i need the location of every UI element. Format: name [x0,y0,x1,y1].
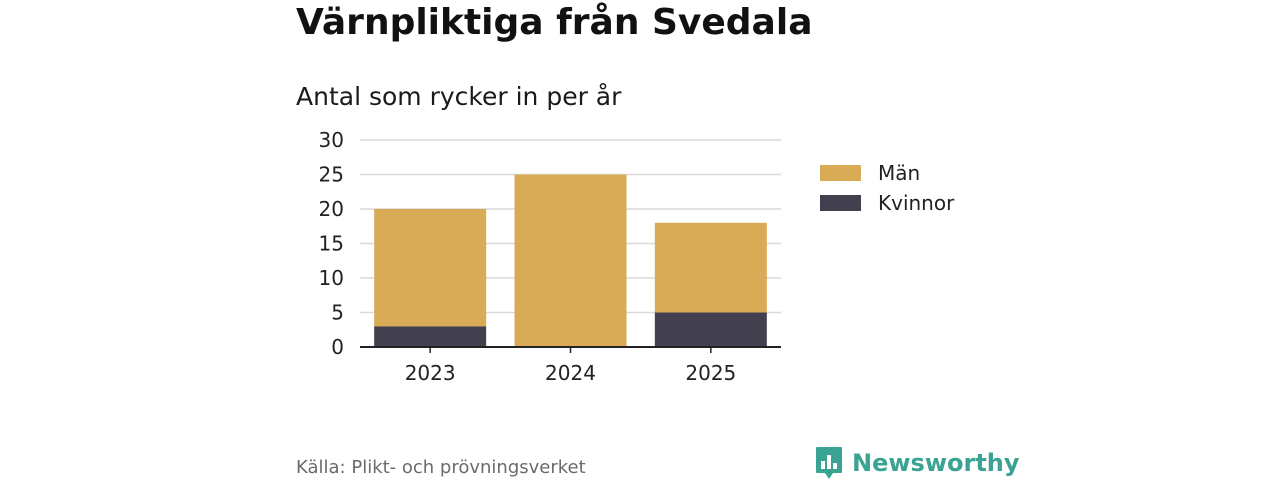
bar-men-2025 [654,222,767,313]
bar-chart-icon [816,447,842,479]
legend-item-women: Kvinnor [820,188,954,218]
y-tick-label: 10 [319,266,344,290]
legend-item-men: Män [820,158,954,188]
chart-subtitle: Antal som rycker in per år [296,82,622,111]
legend: Män Kvinnor [820,158,954,218]
brand-name: Newsworthy [852,449,1020,477]
chart-title: Värnpliktiga från Svedala [296,2,813,43]
source-note: Källa: Plikt- och prövningsverket [296,457,586,478]
x-tick-label: 2024 [545,361,596,385]
legend-swatch-women [820,195,861,211]
y-tick-label: 5 [331,301,344,325]
y-tick-label: 15 [319,232,344,256]
x-tick-label: 2025 [685,361,736,385]
bar-men-2023 [374,209,487,327]
y-tick-label: 25 [319,163,344,187]
legend-swatch-men [820,165,861,181]
y-tick-label: 20 [319,197,344,221]
bar-men-2024 [514,174,627,347]
brand-logo[interactable]: Newsworthy [815,446,1020,480]
y-tick-label: 0 [331,335,344,359]
legend-label-men: Män [878,161,921,185]
x-tick-label: 2023 [405,361,456,385]
y-tick-label: 30 [319,128,344,152]
legend-label-women: Kvinnor [878,191,955,215]
bar-women-2023 [374,326,487,347]
bar-women-2025 [654,312,767,347]
